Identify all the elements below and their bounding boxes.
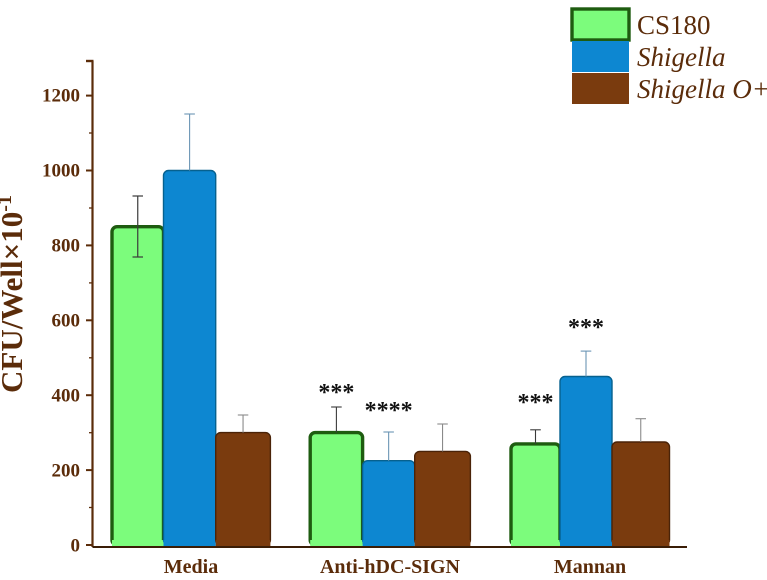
svg-text:Mannan: Mannan xyxy=(554,556,626,578)
svg-text:***: *** xyxy=(568,315,604,341)
svg-text:****: **** xyxy=(365,398,413,424)
svg-text:CFU/Well×10-1: CFU/Well×10-1 xyxy=(0,195,29,393)
svg-text:400: 400 xyxy=(52,386,81,407)
svg-text:0: 0 xyxy=(71,536,81,557)
svg-text:800: 800 xyxy=(52,236,81,257)
svg-text:1200: 1200 xyxy=(42,86,80,107)
svg-text:200: 200 xyxy=(52,461,81,482)
svg-text:***: *** xyxy=(518,390,554,416)
svg-text:Anti-hDC-SIGN: Anti-hDC-SIGN xyxy=(320,556,461,578)
svg-text:600: 600 xyxy=(52,311,81,332)
svg-text:***: *** xyxy=(318,380,354,406)
svg-text:CS180: CS180 xyxy=(637,10,711,40)
svg-text:Media: Media xyxy=(164,556,218,578)
svg-text:Shigella O+: Shigella O+ xyxy=(637,74,767,104)
svg-text:Shigella: Shigella xyxy=(637,42,726,72)
svg-text:1000: 1000 xyxy=(42,161,80,182)
